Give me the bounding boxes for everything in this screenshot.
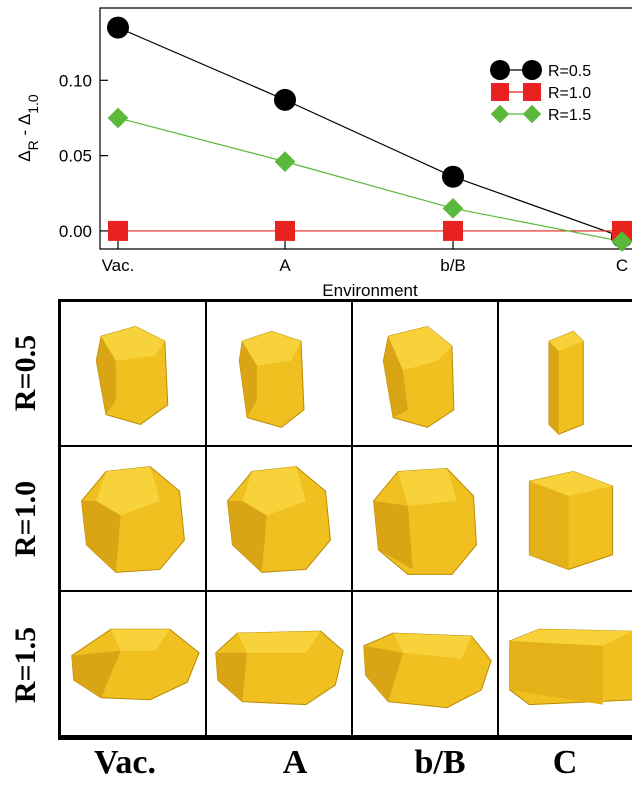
cell-r15-bb [353, 592, 499, 737]
legend-marker [490, 60, 510, 80]
col-label-vac: Vac. [93, 744, 157, 781]
x-tick-label: Vac. [102, 256, 135, 275]
x-axis-label: Environment [322, 281, 418, 300]
data-point-series-1 [108, 220, 128, 241]
particle-image [215, 630, 344, 706]
particle-image [382, 325, 455, 428]
particle-image [227, 466, 331, 573]
legend-label: R=1.0 [548, 85, 591, 102]
particle-image [548, 330, 584, 435]
legend-label: R=1.5 [548, 107, 591, 124]
cell-r15-a [207, 592, 353, 737]
particle-image [528, 470, 614, 570]
data-point-series-1 [612, 220, 632, 241]
y-tick-label: 0.00 [59, 222, 92, 241]
legend-marker [490, 104, 510, 124]
y-axis-label-part: Δ [15, 150, 34, 161]
x-tick-label: b/B [440, 256, 466, 275]
particle-image [509, 628, 632, 706]
particle-image [363, 632, 492, 709]
legend-marker [522, 104, 542, 124]
cell-r05-c [499, 302, 632, 447]
data-point-series-2 [442, 197, 464, 219]
y-tick-label: 0.05 [59, 147, 92, 166]
legend-marker [523, 83, 541, 101]
x-tick-label: C [616, 256, 628, 275]
y-tick-label: 0.10 [59, 71, 92, 90]
cell-r10-a [207, 447, 353, 592]
series-line-2 [117, 117, 623, 243]
cell-r05-bb [353, 302, 499, 447]
legend-label: R=0.5 [548, 63, 591, 80]
particle-image [238, 330, 305, 428]
y-axis-label-part: R [25, 140, 41, 150]
plot-frame [99, 7, 632, 250]
nanoparticle-shape-grid [58, 299, 632, 740]
row-label-r15: R=1.5 [9, 626, 43, 704]
cell-r05-a [207, 302, 353, 447]
legend-marker [491, 83, 509, 101]
series-line-0 [117, 27, 623, 238]
data-point-series-2 [611, 231, 632, 252]
particle-image [373, 468, 477, 575]
data-point-series-0 [274, 88, 296, 111]
data-point-series-2 [274, 151, 296, 172]
row-label-r05: R=0.5 [9, 334, 43, 412]
data-point-series-2 [107, 107, 129, 129]
row-label-r10: R=1.0 [9, 480, 43, 558]
data-point-series-1 [443, 220, 463, 241]
col-label-bb: b/B [414, 744, 466, 781]
y-axis-label: ΔR - Δ1.0 [15, 94, 41, 162]
data-point-series-0 [442, 165, 464, 188]
cell-r15-vac [61, 592, 207, 737]
cell-r15-c [499, 592, 632, 737]
data-point-series-1 [275, 220, 295, 241]
particle-image [81, 466, 185, 573]
particle-image [95, 325, 169, 425]
cell-r05-vac [61, 302, 207, 447]
y-axis-label-part: - Δ [15, 114, 34, 140]
legend-marker [522, 60, 542, 80]
col-label-c: C [552, 744, 578, 781]
x-tick-label: A [279, 256, 291, 275]
cell-r10-vac [61, 447, 207, 592]
cell-r10-bb [353, 447, 499, 592]
particle-image [71, 628, 200, 701]
cell-r10-c [499, 447, 632, 592]
y-axis-label-part: 1.0 [25, 94, 41, 114]
data-point-series-0 [107, 16, 129, 39]
col-label-a: A [282, 744, 308, 781]
